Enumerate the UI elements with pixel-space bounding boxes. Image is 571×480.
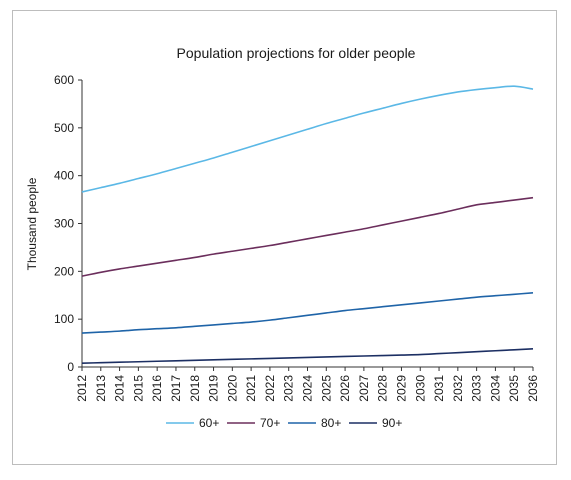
- x-tick-label: 2036: [526, 375, 540, 402]
- series-lines: [81, 85, 534, 364]
- x-tick-label: 2022: [263, 375, 277, 402]
- series-line-80plus: [81, 292, 534, 334]
- y-tick-label: 0: [67, 360, 74, 374]
- series-line-60plus: [81, 85, 534, 193]
- y-tick-label: 500: [54, 121, 74, 135]
- x-tick-label: 2017: [169, 375, 183, 402]
- x-tick-label: 2019: [207, 375, 221, 402]
- x-tick-label: 2032: [451, 375, 465, 402]
- x-tick-label: 2016: [150, 375, 164, 402]
- x-tick-label: 2012: [75, 375, 89, 402]
- x-tick-label: 2015: [131, 375, 145, 402]
- x-tick-label: 2023: [282, 375, 296, 402]
- legend-item: 60+: [166, 416, 219, 430]
- legend-label: 70+: [260, 416, 280, 430]
- x-tick-label: 2027: [357, 375, 371, 402]
- legend-label: 80+: [321, 416, 341, 430]
- x-tick-label: 2035: [507, 375, 521, 402]
- x-tick-label: 2020: [225, 375, 239, 402]
- chart-frame: [12, 10, 557, 465]
- x-axis: 2012 2013 2014 2015 2016 2017 2018 2019 2020 2021…: [75, 366, 540, 402]
- x-tick-label: 2018: [188, 375, 202, 402]
- x-tick-label: 2031: [432, 375, 446, 402]
- x-tick-label: 2030: [413, 375, 427, 402]
- legend: 60+ 70+ 80+ 90+: [166, 416, 402, 430]
- x-tick-label: 2021: [244, 375, 258, 402]
- legend-label: 90+: [382, 416, 402, 430]
- y-axis: 0 100 200 300 400 500 600: [54, 73, 83, 374]
- x-tick-label: 2025: [319, 375, 333, 402]
- legend-item: 70+: [227, 416, 280, 430]
- series-line-70plus: [81, 196, 534, 277]
- y-tick-label: 400: [54, 169, 74, 183]
- legend-label: 60+: [199, 416, 219, 430]
- legend-item: 90+: [349, 416, 402, 430]
- x-tick-label: 2013: [94, 375, 108, 402]
- x-tick-label: 2033: [470, 375, 484, 402]
- x-tick-label: 2028: [376, 375, 390, 402]
- y-tick-label: 200: [54, 264, 74, 278]
- x-tick-label: 2014: [113, 375, 127, 402]
- x-tick-label: 2034: [488, 375, 502, 402]
- chart-title: Population projections for older people: [177, 45, 416, 61]
- y-tick-label: 300: [54, 217, 74, 231]
- y-axis-label: Thousand people: [25, 177, 39, 270]
- x-tick-label: 2029: [394, 375, 408, 402]
- x-tick-label: 2026: [338, 375, 352, 402]
- legend-item: 80+: [288, 416, 341, 430]
- y-tick-label: 600: [54, 73, 74, 87]
- series-line-90plus: [81, 348, 534, 364]
- x-tick-label: 2024: [301, 375, 315, 402]
- y-tick-label: 100: [54, 312, 74, 326]
